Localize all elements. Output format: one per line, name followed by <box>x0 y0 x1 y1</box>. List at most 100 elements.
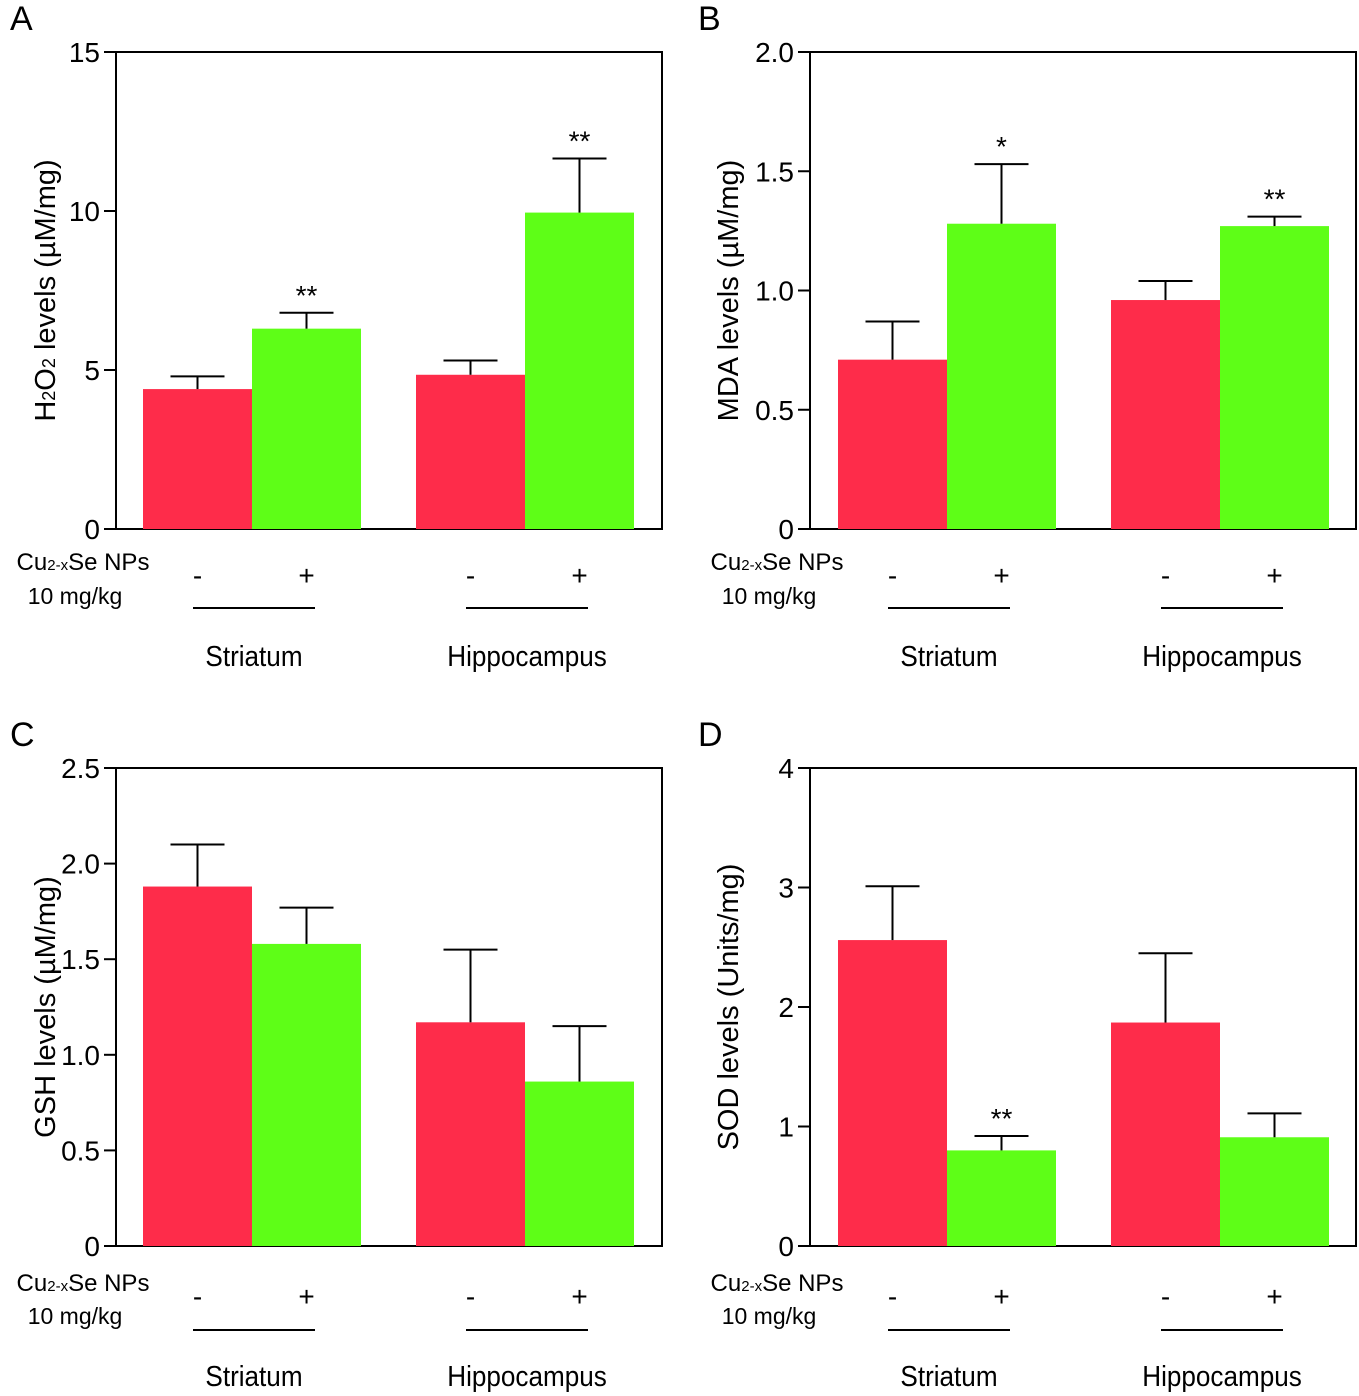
dose-label: 10 mg/kg <box>722 1303 817 1329</box>
treatment-label-part: 2-x <box>741 557 762 574</box>
y-tick-label: 0 <box>84 1231 100 1262</box>
y-axis-label-part: O <box>30 368 62 391</box>
treatment-sign: + <box>993 560 1009 591</box>
y-tick-label: 1.0 <box>61 1040 100 1071</box>
treatment-sign: + <box>571 1281 587 1312</box>
treatment-label-part: Cu <box>711 1270 742 1297</box>
panel-letter: B <box>698 0 721 38</box>
group-label: Hippocampus <box>447 640 607 673</box>
bar-striatum-treated <box>252 328 361 529</box>
treatment-sign: - <box>466 1281 475 1312</box>
y-tick-label: 2.5 <box>61 753 100 784</box>
chart-panel-c: C 0 0.5 1.0 1.5 2.0 2.5 GSH levels (µM/mg) - + Str… <box>10 716 663 1393</box>
treatment-label: Cu2-xSe NPs <box>711 549 844 576</box>
plot-frame <box>115 51 663 530</box>
treatment-sign: - <box>193 560 202 591</box>
treatment-label-part: 2-x <box>741 1278 762 1295</box>
bar-hippocampus-control <box>416 374 525 529</box>
y-tick-label: 10 <box>69 196 100 227</box>
y-tick-label: 0.5 <box>755 395 794 426</box>
bar-hippocampus-control <box>1111 300 1220 529</box>
treatment-sign: - <box>888 560 897 591</box>
y-axis-label: MDA levels (µM/mg) <box>713 160 745 422</box>
chart-panel-d: D 0 1 2 3 4 SOD levels (Units/mg) - ** + Striatum -… <box>698 716 1357 1393</box>
bar-striatum-treated <box>252 943 361 1246</box>
y-tick-label: 2.0 <box>755 37 794 68</box>
significance-marker: * <box>996 131 1007 162</box>
bar-hippocampus-treated <box>525 212 634 529</box>
group-label: Striatum <box>205 640 302 673</box>
bar-striatum-control <box>838 940 947 1246</box>
treatment-sign: + <box>298 560 314 591</box>
bar-striatum-treated <box>947 1150 1056 1246</box>
group-label: Striatum <box>900 1360 997 1393</box>
bar-striatum-treated <box>947 223 1056 529</box>
y-axis-label-part: SOD levels (Units/mg) <box>713 864 745 1151</box>
y-tick-label: 15 <box>69 37 100 68</box>
treatment-sign: - <box>466 560 475 591</box>
panel-letter: A <box>10 0 33 38</box>
treatment-label-part: Se NPs <box>762 1270 843 1297</box>
y-axis-label: GSH levels (µM/mg) <box>30 876 62 1138</box>
bar-striatum-control <box>143 886 252 1246</box>
treatment-label: Cu2-xSe NPs <box>711 1270 844 1297</box>
dose-label: 10 mg/kg <box>722 583 817 609</box>
y-axis-label-part: H <box>30 401 62 422</box>
group-label: Hippocampus <box>1142 640 1302 673</box>
treatment-sign: - <box>888 1281 897 1312</box>
treatment-sign: + <box>298 1281 314 1312</box>
treatment-sign: + <box>571 560 587 591</box>
treatment-sign: - <box>193 1281 202 1312</box>
treatment-sign: + <box>1266 1281 1282 1312</box>
y-tick-label: 1.5 <box>755 156 794 187</box>
treatment-label: Cu2-xSe NPs <box>17 549 150 576</box>
treatment-label-part: Cu <box>711 549 742 576</box>
y-tick-label: 4 <box>778 753 794 784</box>
bar-hippocampus-control <box>416 1022 525 1246</box>
y-axis-label-part: levels (µM/mg) <box>30 159 62 358</box>
y-tick-label: 0 <box>84 514 100 545</box>
y-tick-label: 0 <box>778 514 794 545</box>
bar-striatum-control <box>143 389 252 529</box>
panel-letter: C <box>10 716 35 754</box>
plot-frame <box>115 767 663 1247</box>
y-tick-label: 1.0 <box>755 276 794 307</box>
treatment-label-part: Se NPs <box>762 549 843 576</box>
y-axis-label: SOD levels (Units/mg) <box>713 864 745 1151</box>
y-axis-label-part: MDA levels (µM/mg) <box>713 160 745 422</box>
treatment-sign: + <box>993 1281 1009 1312</box>
significance-marker: ** <box>1264 184 1286 215</box>
y-tick-label: 3 <box>778 873 794 904</box>
y-axis-label-part: GSH levels (µM/mg) <box>30 876 62 1138</box>
y-tick-label: 0.5 <box>61 1135 100 1166</box>
dose-label: 10 mg/kg <box>28 1303 123 1329</box>
group-label: Hippocampus <box>1142 1360 1302 1393</box>
y-axis-label: H2O2 levels (µM/mg) <box>30 159 62 421</box>
bar-hippocampus-treated <box>1220 1137 1329 1246</box>
group-label: Striatum <box>900 640 997 673</box>
treatment-label-part: Cu <box>17 549 48 576</box>
treatment-label-part: Se NPs <box>68 1270 149 1297</box>
treatment-sign: + <box>1266 560 1282 591</box>
treatment-label-part: 2-x <box>47 557 68 574</box>
treatment-label-part: Cu <box>17 1270 48 1297</box>
bar-hippocampus-treated <box>1220 226 1329 530</box>
dose-label: 10 mg/kg <box>28 583 123 609</box>
y-tick-label: 2 <box>778 992 794 1023</box>
treatment-sign: - <box>1161 1281 1170 1312</box>
y-axis-label-part: 2 <box>39 391 59 401</box>
bar-hippocampus-treated <box>525 1081 634 1246</box>
y-tick-label: 0 <box>778 1231 794 1262</box>
treatment-label-part: 2-x <box>47 1278 68 1295</box>
y-axis-label-part: 2 <box>39 358 59 368</box>
significance-marker: ** <box>569 126 591 157</box>
significance-marker: ** <box>296 280 318 311</box>
y-tick-label: 2.0 <box>61 849 100 880</box>
group-label: Hippocampus <box>447 1360 607 1393</box>
y-tick-label: 1 <box>778 1112 794 1143</box>
panel-letter: D <box>698 716 723 754</box>
significance-marker: ** <box>991 1103 1013 1134</box>
treatment-sign: - <box>1161 560 1170 591</box>
